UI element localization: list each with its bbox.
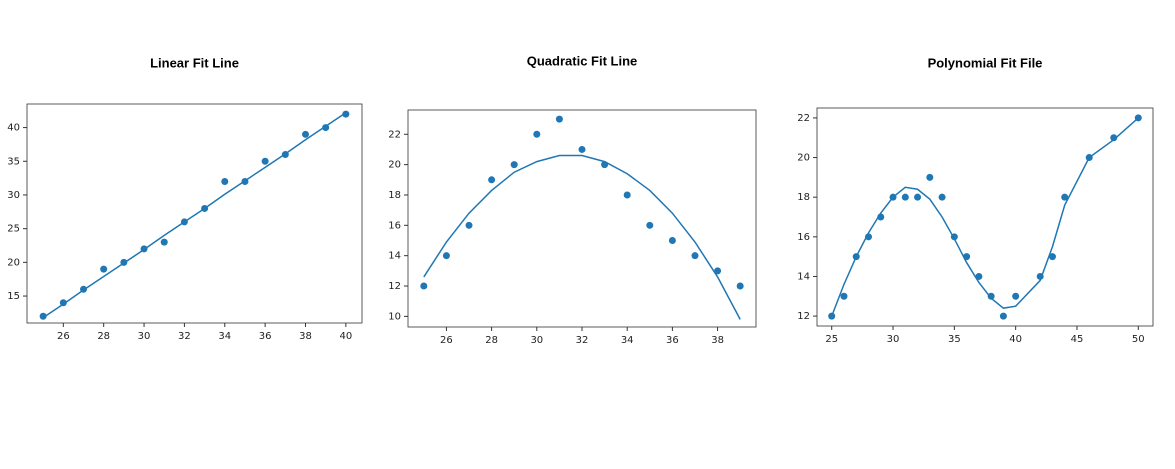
x-tick-label: 34	[621, 335, 634, 346]
x-tick-label: 38	[299, 331, 312, 342]
data-point	[555, 115, 563, 123]
chart: Quadratic Fit Line 26 28 30 32 34 36 38 10 12 14 16…	[388, 53, 757, 346]
y-tick-label: 18	[388, 190, 401, 201]
data-point	[342, 110, 350, 118]
data-point	[623, 191, 631, 199]
x-tick-label: 32	[178, 331, 191, 342]
x-tick-label: 36	[259, 331, 272, 342]
data-point	[1061, 193, 1069, 201]
data-point	[926, 173, 934, 181]
x-tick-label: 34	[218, 331, 231, 342]
x-tick-label: 30	[887, 334, 900, 345]
data-point	[914, 193, 922, 201]
plot-frame	[407, 109, 757, 328]
y-tick-label: 20	[797, 153, 810, 164]
x-tick-label: 32	[576, 335, 589, 346]
plot-frame	[816, 107, 1154, 327]
x-tick-label: 26	[57, 331, 70, 342]
y-tick-label: 12	[797, 311, 810, 322]
data-point	[938, 193, 946, 201]
chart-title: Quadratic Fit Line	[527, 53, 638, 68]
data-point	[488, 176, 496, 184]
fit-line	[831, 117, 1139, 317]
x-tick-label: 26	[440, 335, 453, 346]
x-tick-label: 40	[339, 331, 352, 342]
data-point	[578, 145, 586, 153]
x-tick-label: 50	[1132, 334, 1145, 345]
data-point	[510, 161, 518, 169]
data-point	[840, 292, 848, 300]
y-tick-label: 35	[7, 156, 20, 167]
data-point	[668, 237, 676, 245]
data-point	[39, 312, 47, 320]
x-tick-label: 28	[485, 335, 498, 346]
chart-title: Linear Fit Line	[150, 55, 239, 70]
data-point	[301, 130, 309, 138]
y-tick-label: 12	[388, 281, 401, 292]
x-tick-label: 30	[138, 331, 151, 342]
data-point	[987, 292, 995, 300]
y-tick-label: 18	[797, 192, 810, 203]
x-tick-label: 40	[1009, 334, 1022, 345]
data-point	[1048, 253, 1056, 261]
y-tick-label: 14	[388, 251, 401, 262]
y-tick-label: 22	[797, 113, 810, 124]
fit-line	[423, 154, 741, 320]
data-point	[999, 312, 1007, 320]
y-tick-label: 15	[7, 291, 20, 302]
y-tick-label: 16	[388, 220, 401, 231]
data-point	[420, 282, 428, 290]
y-tick-label: 25	[7, 224, 20, 235]
data-point	[221, 177, 229, 185]
x-tick-label: 45	[1071, 334, 1084, 345]
y-tick-label: 22	[388, 129, 401, 140]
x-tick-label: 30	[530, 335, 543, 346]
data-point	[1012, 292, 1020, 300]
x-tick-label: 36	[666, 335, 679, 346]
y-tick-label: 20	[388, 160, 401, 171]
y-tick-label: 14	[797, 271, 810, 282]
data-point	[646, 221, 654, 229]
data-point	[736, 282, 744, 290]
x-tick-label: 25	[825, 334, 838, 345]
y-tick-label: 16	[797, 232, 810, 243]
x-tick-label: 35	[948, 334, 961, 345]
y-tick-label: 40	[7, 123, 20, 134]
y-tick-label: 10	[388, 311, 401, 322]
data-point	[1110, 134, 1118, 142]
data-point	[100, 265, 108, 273]
y-tick-label: 20	[7, 257, 20, 268]
data-point	[901, 193, 909, 201]
x-tick-label: 38	[711, 335, 724, 346]
data-point	[442, 252, 450, 260]
fit-line	[42, 112, 347, 319]
chart: Polynomial Fit File 25 30 35 40 45 50 12 14 16 18 2…	[797, 55, 1154, 345]
y-tick-label: 30	[7, 190, 20, 201]
data-point	[261, 157, 269, 165]
data-point	[160, 238, 168, 246]
data-point	[465, 221, 473, 229]
data-point	[533, 130, 541, 138]
data-point	[691, 252, 699, 260]
x-tick-label: 28	[97, 331, 110, 342]
chart-title: Polynomial Fit File	[928, 55, 1043, 70]
chart: Linear Fit Line 26 28 30 32 34 36 38 40 15 20 25 30 3…	[7, 55, 363, 342]
plot-frame	[26, 103, 363, 324]
data-point	[714, 267, 722, 275]
